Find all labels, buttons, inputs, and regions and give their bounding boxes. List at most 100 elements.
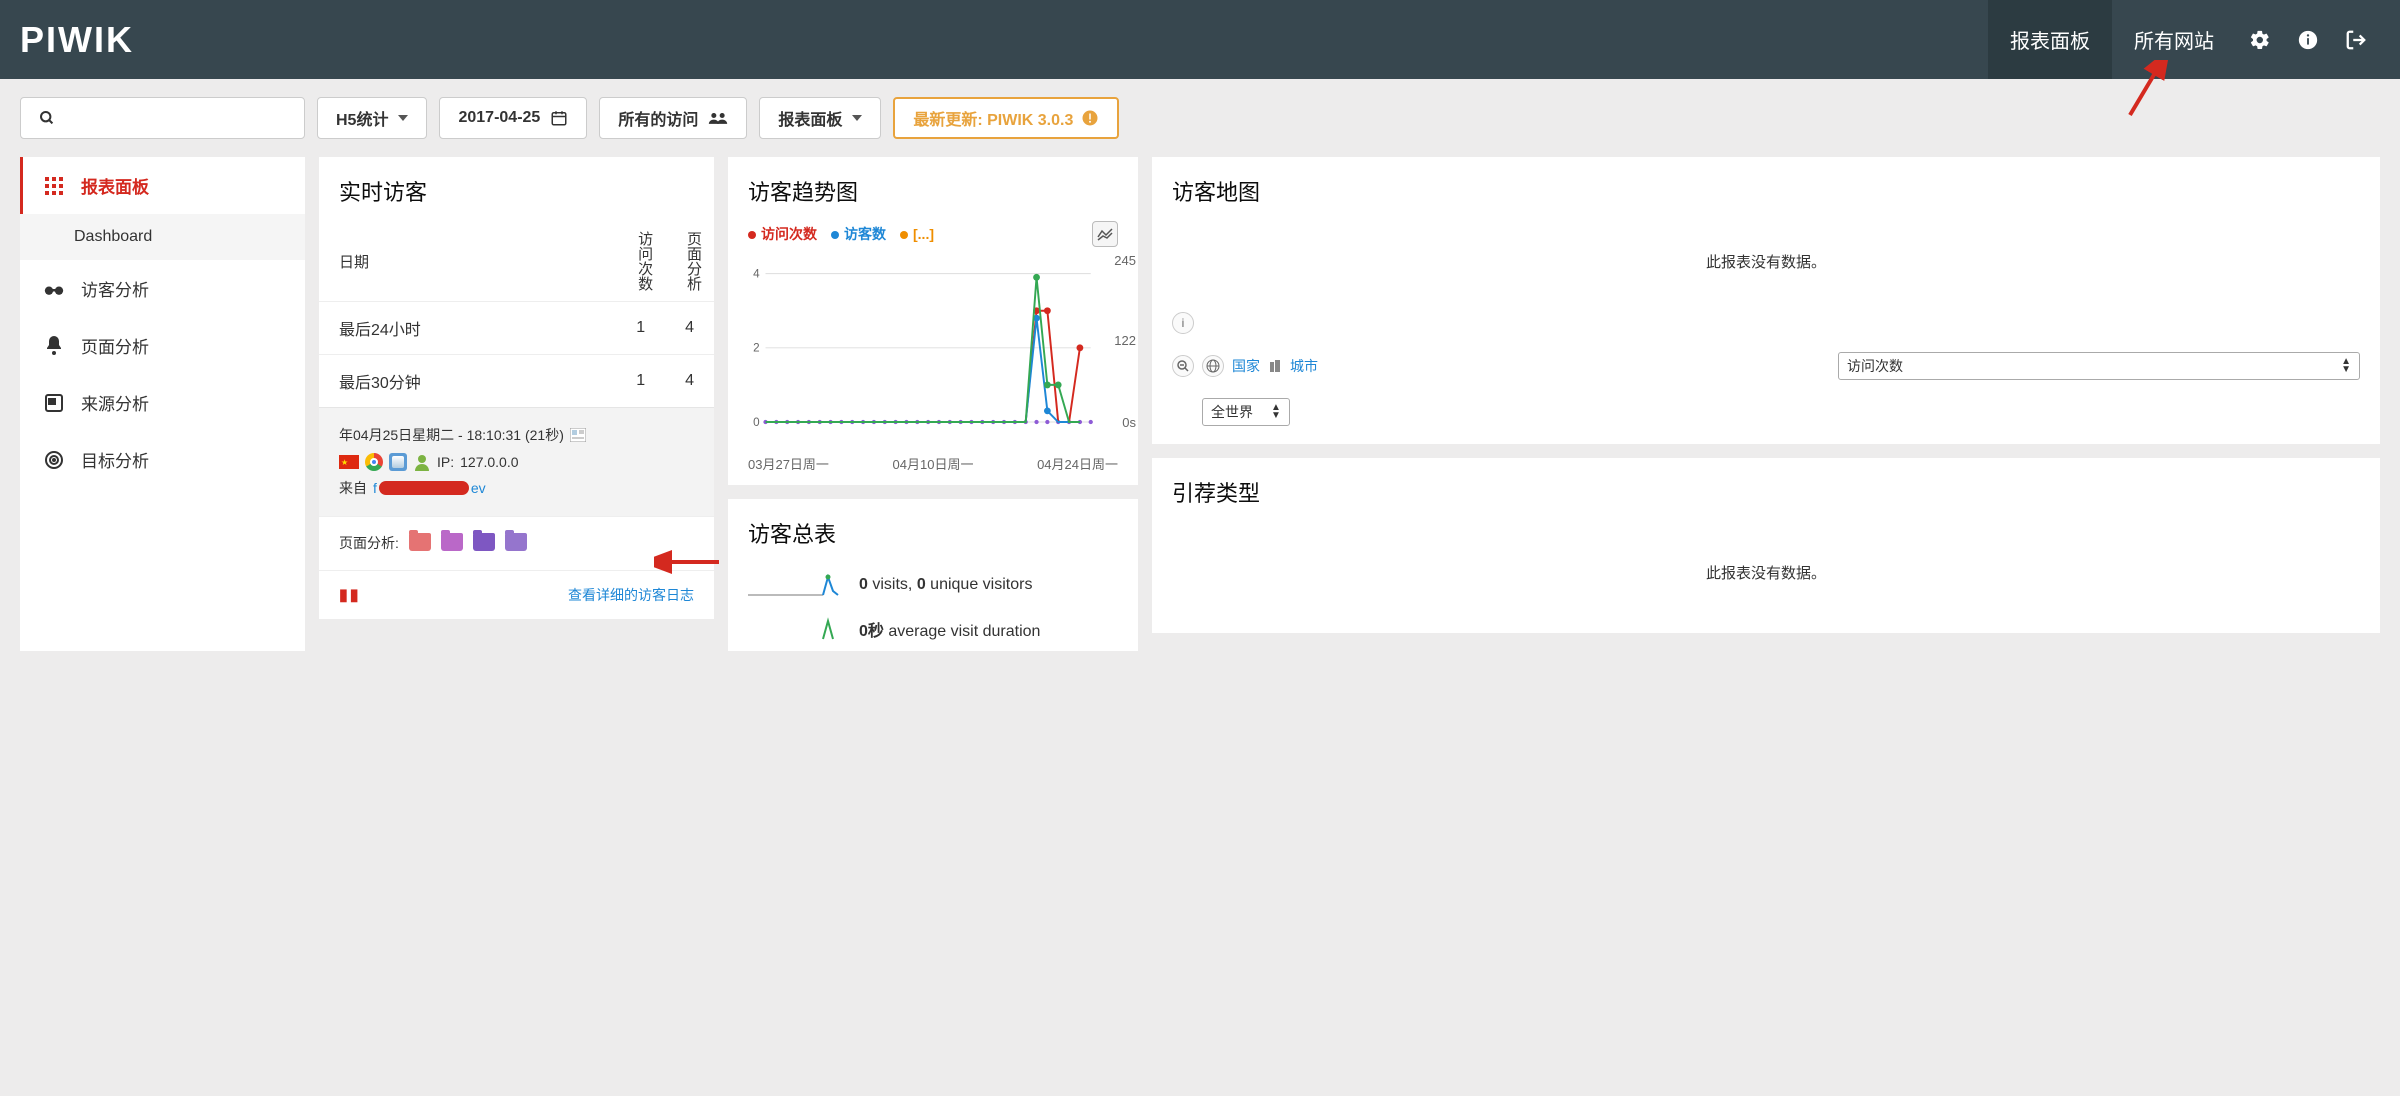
sidebar-item-sources[interactable]: 来源分析 bbox=[20, 374, 305, 431]
updown-icon: ▲▼ bbox=[1271, 404, 1281, 420]
widget-title: 访客地图 bbox=[1152, 157, 2380, 221]
segment-selector[interactable]: 所有的访问 bbox=[599, 97, 747, 139]
widget-map: 访客地图 此报表没有数据。 i 国家 城市 bbox=[1152, 157, 2380, 444]
gear-icon[interactable] bbox=[2248, 28, 2272, 52]
view-log-link[interactable]: 查看详细的访客日志 bbox=[568, 585, 694, 605]
alert-icon bbox=[1081, 109, 1099, 127]
row-pages: 4 bbox=[665, 302, 714, 355]
update-banner[interactable]: 最新更新: PIWIK 3.0.3 bbox=[893, 97, 1119, 139]
row-label: 最后30分钟 bbox=[319, 355, 616, 408]
sidebar-label: 访客分析 bbox=[81, 276, 149, 301]
sidebar: 报表面板 Dashboard 访客分析 页面分析 来源分析 目标分析 bbox=[20, 157, 305, 651]
folder-icon[interactable] bbox=[505, 533, 527, 551]
ip-label: IP: bbox=[437, 449, 454, 476]
binoculars-icon bbox=[43, 278, 65, 300]
calendar-icon bbox=[550, 109, 568, 127]
metric-select[interactable]: 访问次数 ▲▼ bbox=[1838, 352, 2360, 380]
from-label: 来自 bbox=[339, 475, 367, 502]
x-label: 04月10日周一 bbox=[893, 454, 974, 473]
sparkline bbox=[748, 615, 843, 643]
folder-icon[interactable] bbox=[473, 533, 495, 551]
legend-item[interactable]: 访问次数 bbox=[748, 226, 817, 242]
sidebar-sub-dashboard[interactable]: Dashboard bbox=[20, 214, 305, 260]
trend-chart: 024 bbox=[748, 253, 1118, 443]
search-input[interactable] bbox=[65, 109, 286, 127]
bell-icon bbox=[43, 335, 65, 357]
svg-text:4: 4 bbox=[753, 268, 760, 281]
date-selector[interactable]: 2017-04-25 bbox=[439, 97, 587, 139]
sidebar-item-goals[interactable]: 目标分析 bbox=[20, 431, 305, 488]
summary-row: 0秒 average visit duration bbox=[728, 607, 1138, 651]
toolbar: H5统计 2017-04-25 所有的访问 报表面板 最新更新: PIWIK 3… bbox=[0, 79, 2400, 157]
sparkline bbox=[748, 571, 843, 599]
sidebar-label: 来源分析 bbox=[81, 390, 149, 415]
logout-icon[interactable] bbox=[2344, 28, 2368, 52]
calendar-box-icon bbox=[43, 392, 65, 414]
search-box[interactable] bbox=[20, 97, 305, 139]
folder-icon[interactable] bbox=[409, 533, 431, 551]
topnav-all-sites[interactable]: 所有网站 bbox=[2112, 0, 2236, 79]
row-visits: 1 bbox=[616, 355, 665, 408]
x-label: 03月27日周一 bbox=[748, 454, 829, 473]
widget-realtime: 实时访客 日期 访问次数 页面分析 最后24小时14最后30分钟14 年04月2… bbox=[319, 157, 714, 619]
topnav-dashboard[interactable]: 报表面板 bbox=[1988, 0, 2112, 79]
main-content: 报表面板 Dashboard 访客分析 页面分析 来源分析 目标分析 bbox=[0, 157, 2400, 671]
globe-icon[interactable] bbox=[1202, 355, 1224, 377]
visitor-detail: 年04月25日星期二 - 18:10:31 (21秒) IP: 127.0.0.… bbox=[319, 407, 714, 516]
col-pages: 页面分析 bbox=[665, 221, 714, 302]
map-empty-text: 此报表没有数据。 bbox=[1152, 221, 2380, 302]
map-controls-2: 国家 城市 访问次数 ▲▼ bbox=[1152, 352, 2380, 398]
dashboard-selector[interactable]: 报表面板 bbox=[759, 97, 881, 139]
region-select[interactable]: 全世界 ▲▼ bbox=[1202, 398, 1290, 426]
updown-icon: ▲▼ bbox=[2341, 358, 2351, 374]
sidebar-label: 报表面板 bbox=[81, 173, 149, 198]
region-select-label: 全世界 bbox=[1211, 402, 1253, 422]
search-icon bbox=[39, 109, 55, 127]
chrome-icon bbox=[365, 453, 383, 471]
date-label: 2017-04-25 bbox=[458, 109, 540, 127]
brand-logo: PIWIK bbox=[20, 19, 134, 61]
widget-title: 访客总表 bbox=[728, 499, 1138, 563]
row-visits: 1 bbox=[616, 302, 665, 355]
update-text: 最新更新: PIWIK 3.0.3 bbox=[913, 106, 1073, 130]
site-selector-label: H5统计 bbox=[336, 106, 388, 130]
chart-x-axis: 03月27日周一 04月10日周一 04月24日周一 bbox=[728, 454, 1138, 485]
sidebar-item-dashboard[interactable]: 报表面板 bbox=[20, 157, 305, 214]
sidebar-item-pages[interactable]: 页面分析 bbox=[20, 317, 305, 374]
table-row: 最后30分钟14 bbox=[319, 355, 714, 408]
from-link[interactable]: fev bbox=[373, 475, 486, 502]
info-small-icon[interactable]: i bbox=[1172, 312, 1194, 334]
widget-grid: 实时访客 日期 访问次数 页面分析 最后24小时14最后30分钟14 年04月2… bbox=[319, 157, 2380, 651]
realtime-footer: ▮▮ 查看详细的访客日志 bbox=[319, 570, 714, 619]
widget-trend: 访客趋势图 访问次数访客数[...] 024 245 122 0s 03月27日… bbox=[728, 157, 1138, 485]
referrer-empty-text: 此报表没有数据。 bbox=[1152, 522, 2380, 633]
zoom-out-icon[interactable] bbox=[1172, 355, 1194, 377]
widget-referrer: 引荐类型 此报表没有数据。 bbox=[1152, 458, 2380, 633]
grid-icon bbox=[43, 175, 65, 197]
caret-down-icon bbox=[852, 115, 862, 121]
widget-title: 引荐类型 bbox=[1152, 458, 2380, 522]
dashboard-selector-label: 报表面板 bbox=[778, 106, 842, 130]
widget-title: 实时访客 bbox=[319, 157, 714, 221]
y-right-label: 245 bbox=[1114, 253, 1136, 268]
pause-icon[interactable]: ▮▮ bbox=[339, 585, 361, 605]
legend-item[interactable]: 访客数 bbox=[831, 226, 886, 242]
info-icon[interactable] bbox=[2296, 28, 2320, 52]
legend-item[interactable]: [...] bbox=[900, 226, 934, 242]
visit-time: 年04月25日星期二 - 18:10:31 (21秒) bbox=[339, 422, 564, 449]
city-link[interactable]: 城市 bbox=[1290, 356, 1318, 376]
metric-select-label: 访问次数 bbox=[1847, 356, 1903, 376]
top-bar: PIWIK 报表面板 所有网站 bbox=[0, 0, 2400, 79]
people-icon bbox=[708, 111, 728, 125]
widget-summary: 访客总表 0 visits, 0 unique visitors 0秒 aver… bbox=[728, 499, 1138, 651]
flag-cn-icon bbox=[339, 455, 359, 469]
folder-icon[interactable] bbox=[441, 533, 463, 551]
site-selector[interactable]: H5统计 bbox=[317, 97, 427, 139]
user-icon bbox=[413, 453, 431, 471]
profile-icon[interactable] bbox=[570, 428, 586, 442]
pages-label: 页面分析: bbox=[339, 533, 399, 553]
sidebar-item-visitors[interactable]: 访客分析 bbox=[20, 260, 305, 317]
chart-type-icon[interactable] bbox=[1092, 221, 1118, 247]
target-icon bbox=[43, 449, 65, 471]
country-link[interactable]: 国家 bbox=[1232, 356, 1260, 376]
